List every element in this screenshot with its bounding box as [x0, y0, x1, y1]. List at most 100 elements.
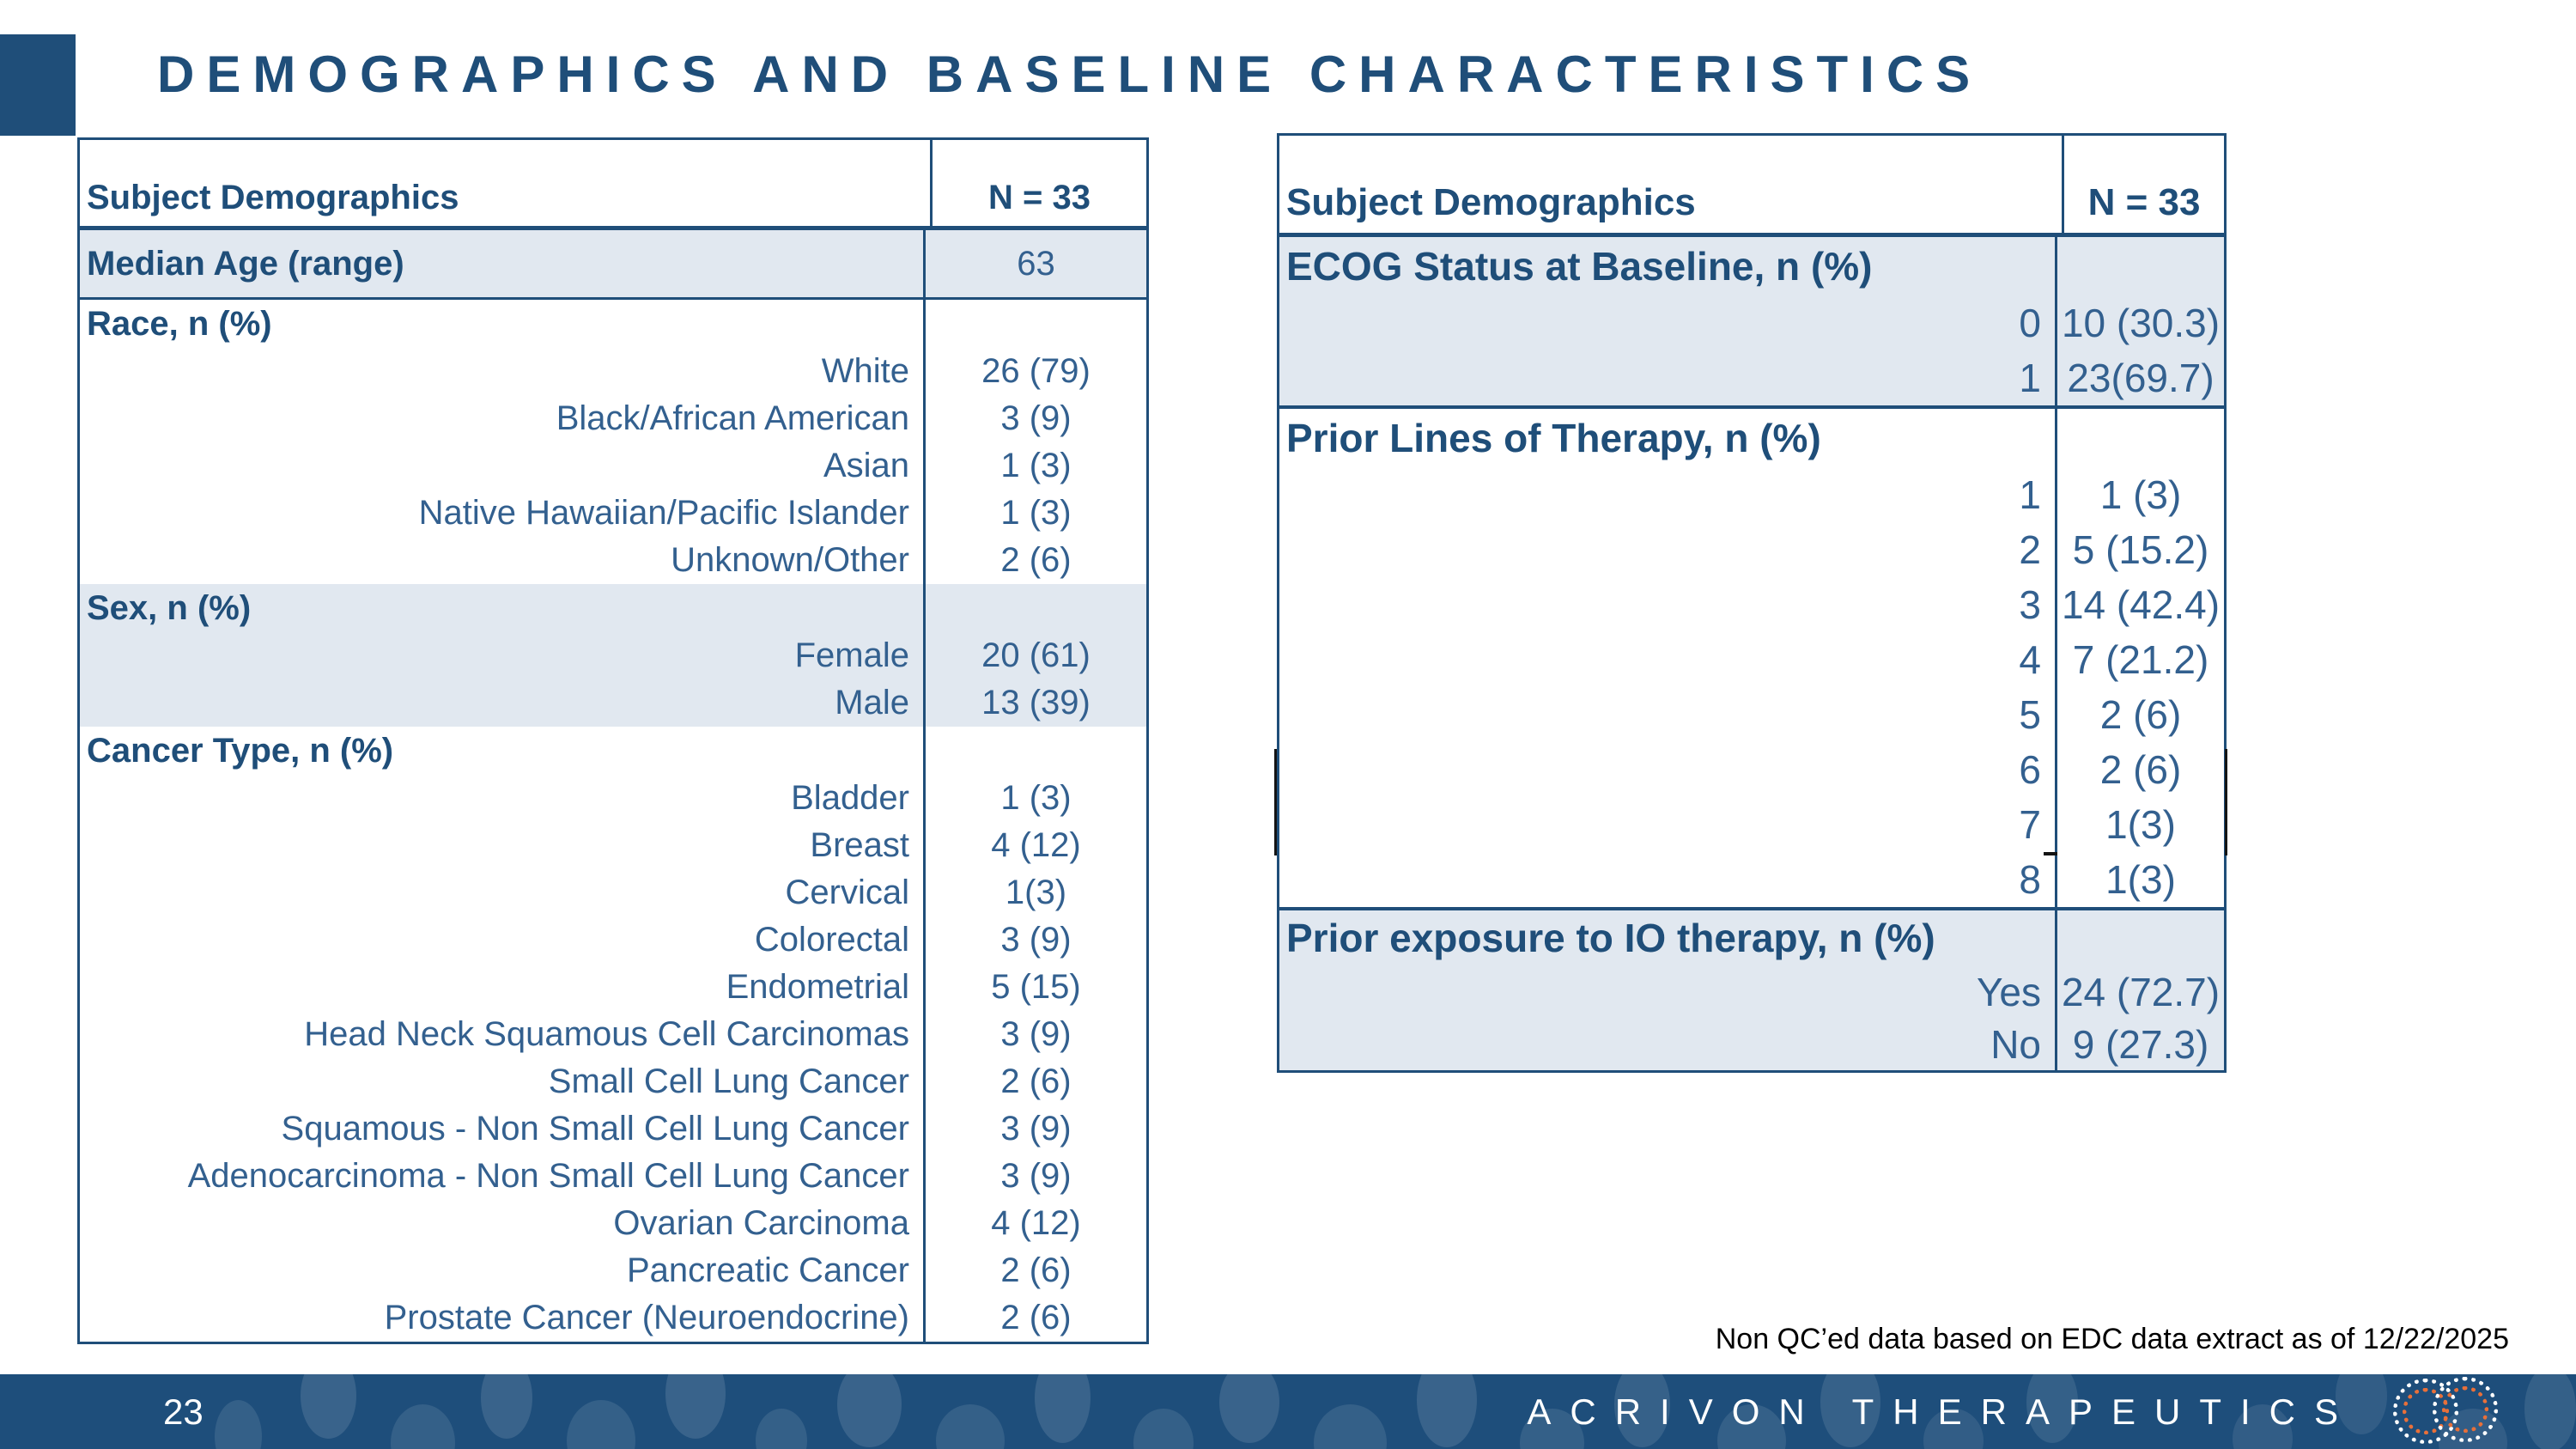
row-label: Prostate Cancer (Neuroendocrine): [384, 1299, 909, 1336]
section-label-row: ECOG Status at Baseline, n (%): [1279, 237, 2224, 295]
decorative-dot: [1614, 1374, 1670, 1447]
row-value: 23(69.7): [2055, 350, 2224, 405]
row-value: 1 (3): [923, 442, 1146, 490]
row-label: 2: [2019, 527, 2041, 572]
section-label: ECOG Status at Baseline, n (%): [1286, 244, 1873, 289]
row-value: [2055, 237, 2224, 295]
row-value: 2 (6): [2055, 742, 2224, 797]
table-row: Male 13 (39): [80, 679, 1146, 727]
table-header-row: Subject Demographics N = 33: [80, 140, 1146, 230]
decorative-dot: [567, 1400, 635, 1449]
table-section: Prior Lines of Therapy, n (%) 1 1 (3) 2 5 (1…: [1279, 409, 2224, 907]
row-label: Head Neck Squamous Cell Carcinomas: [304, 1015, 909, 1053]
row-label: Male: [835, 684, 909, 721]
row-value: 14 (42.4): [2055, 577, 2224, 632]
table-section: Race, n (%) White 26 (79) Black/African Ame…: [80, 300, 1146, 584]
section-label-row: Prior exposure to IO therapy, n (%): [1279, 910, 2224, 965]
decorative-dot: [391, 1404, 455, 1449]
stray-dash-mark: [2044, 852, 2057, 855]
row-value: 4 (12): [923, 1200, 1146, 1247]
table-row: 6 2 (6): [1279, 742, 2224, 797]
row-value: 10 (30.3): [2055, 295, 2224, 350]
decorative-dot: [481, 1374, 532, 1439]
row-label: 4: [2019, 637, 2041, 682]
section-label: Median Age (range): [87, 244, 404, 283]
section-label-row: Prior Lines of Therapy, n (%): [1279, 409, 2224, 467]
row-value: 20 (61): [923, 632, 1146, 679]
table-row: Female 20 (61): [80, 632, 1146, 679]
row-value: 2 (6): [923, 1058, 1146, 1105]
decorative-dot: [936, 1404, 1005, 1449]
table-section: Prior exposure to IO therapy, n (%) Yes 24…: [1279, 907, 2224, 1070]
row-value: [923, 727, 1146, 775]
table-row: 1 23(69.7): [1279, 350, 2224, 405]
table-row: Colorectal 3 (9): [80, 916, 1146, 964]
decorative-dot: [1820, 1374, 1880, 1447]
row-value: 4 (12): [923, 822, 1146, 869]
decorative-dot: [1133, 1409, 1194, 1449]
row-label: Breast: [810, 826, 909, 864]
table-row: Bladder 1 (3): [80, 775, 1146, 822]
row-value: 5 (15.2): [2055, 522, 2224, 577]
table-row: Squamous - Non Small Cell Lung Cancer 3 (…: [80, 1105, 1146, 1153]
row-value: 26 (79): [923, 348, 1146, 395]
section-label-row: Cancer Type, n (%): [80, 727, 1146, 775]
decorative-dot: [665, 1374, 726, 1439]
row-label: White: [821, 352, 909, 390]
row-label: Unknown/Other: [671, 541, 909, 579]
decorative-dot: [837, 1374, 902, 1447]
page-title: DEMOGRAPHICS AND BASELINE CHARACTERISTIC…: [157, 46, 1983, 103]
row-label: Endometrial: [726, 968, 909, 1006]
row-label: Ovarian Carcinoma: [613, 1204, 909, 1242]
row-value: 3 (9): [923, 395, 1146, 442]
table-header-label: Subject Demographics: [87, 179, 459, 216]
row-label: 8: [2019, 857, 2041, 902]
table-header-row: Subject Demographics N = 33: [1279, 136, 2224, 237]
table-section: Sex, n (%) Female 20 (61) Male 13 (39): [80, 584, 1146, 727]
row-label: 3: [2019, 582, 2041, 627]
table-row: Head Neck Squamous Cell Carcinomas 3 (9): [80, 1011, 1146, 1058]
table-header-n-value: N = 33: [930, 140, 1146, 226]
row-value: 1 (3): [923, 490, 1146, 537]
row-label: 6: [2019, 747, 2041, 792]
section-label: Cancer Type, n (%): [87, 731, 394, 770]
table-row: 0 10 (30.3): [1279, 295, 2224, 350]
row-value: [2055, 910, 2224, 965]
table-row: 7 1(3): [1279, 797, 2224, 852]
row-value: 1(3): [2055, 797, 2224, 852]
row-value: 1 (3): [2055, 467, 2224, 522]
row-value: 1(3): [2055, 852, 2224, 907]
table-row: Cervical 1(3): [80, 869, 1146, 916]
row-label: Native Hawaiian/Pacific Islander: [418, 494, 909, 532]
table-row: 1 1 (3): [1279, 467, 2224, 522]
row-value: [923, 300, 1146, 348]
decorative-dot: [2336, 1374, 2387, 1434]
row-value: 2 (6): [923, 1247, 1146, 1294]
row-value: 1(3): [923, 869, 1146, 916]
row-value: 3 (9): [923, 1153, 1146, 1200]
section-label: Prior exposure to IO therapy, n (%): [1286, 916, 1935, 960]
row-label: 0: [2019, 301, 2041, 345]
page-number: 23: [163, 1391, 204, 1432]
logo-ring-right: [2433, 1377, 2498, 1442]
brand-name: ACRIVON THERAPEUTICS: [1527, 1391, 2357, 1432]
row-value: 3 (9): [923, 1105, 1146, 1153]
row-value: [923, 584, 1146, 632]
table-row: 8 1(3): [1279, 852, 2224, 907]
table-row: Median Age (range) 63: [80, 230, 1146, 297]
section-label-row: Sex, n (%): [80, 584, 1146, 632]
row-value: 1 (3): [923, 775, 1146, 822]
row-label: Bladder: [791, 779, 909, 817]
row-value: 2 (6): [923, 1294, 1146, 1342]
row-label: 5: [2019, 692, 2041, 737]
row-value: 24 (72.7): [2055, 965, 2224, 1018]
decorative-dot: [756, 1409, 807, 1449]
row-label: Cervical: [785, 874, 909, 911]
row-label: Black/African American: [556, 399, 909, 437]
decorative-dot: [1219, 1374, 1279, 1443]
logo-ring-right-inner: [2442, 1386, 2488, 1433]
row-label: Colorectal: [754, 921, 909, 959]
row-value: 2 (6): [923, 537, 1146, 584]
table-row: Yes 24 (72.7): [1279, 965, 2224, 1018]
demographics-table-left: Subject Demographics N = 33 Median Age (…: [77, 137, 1149, 1344]
